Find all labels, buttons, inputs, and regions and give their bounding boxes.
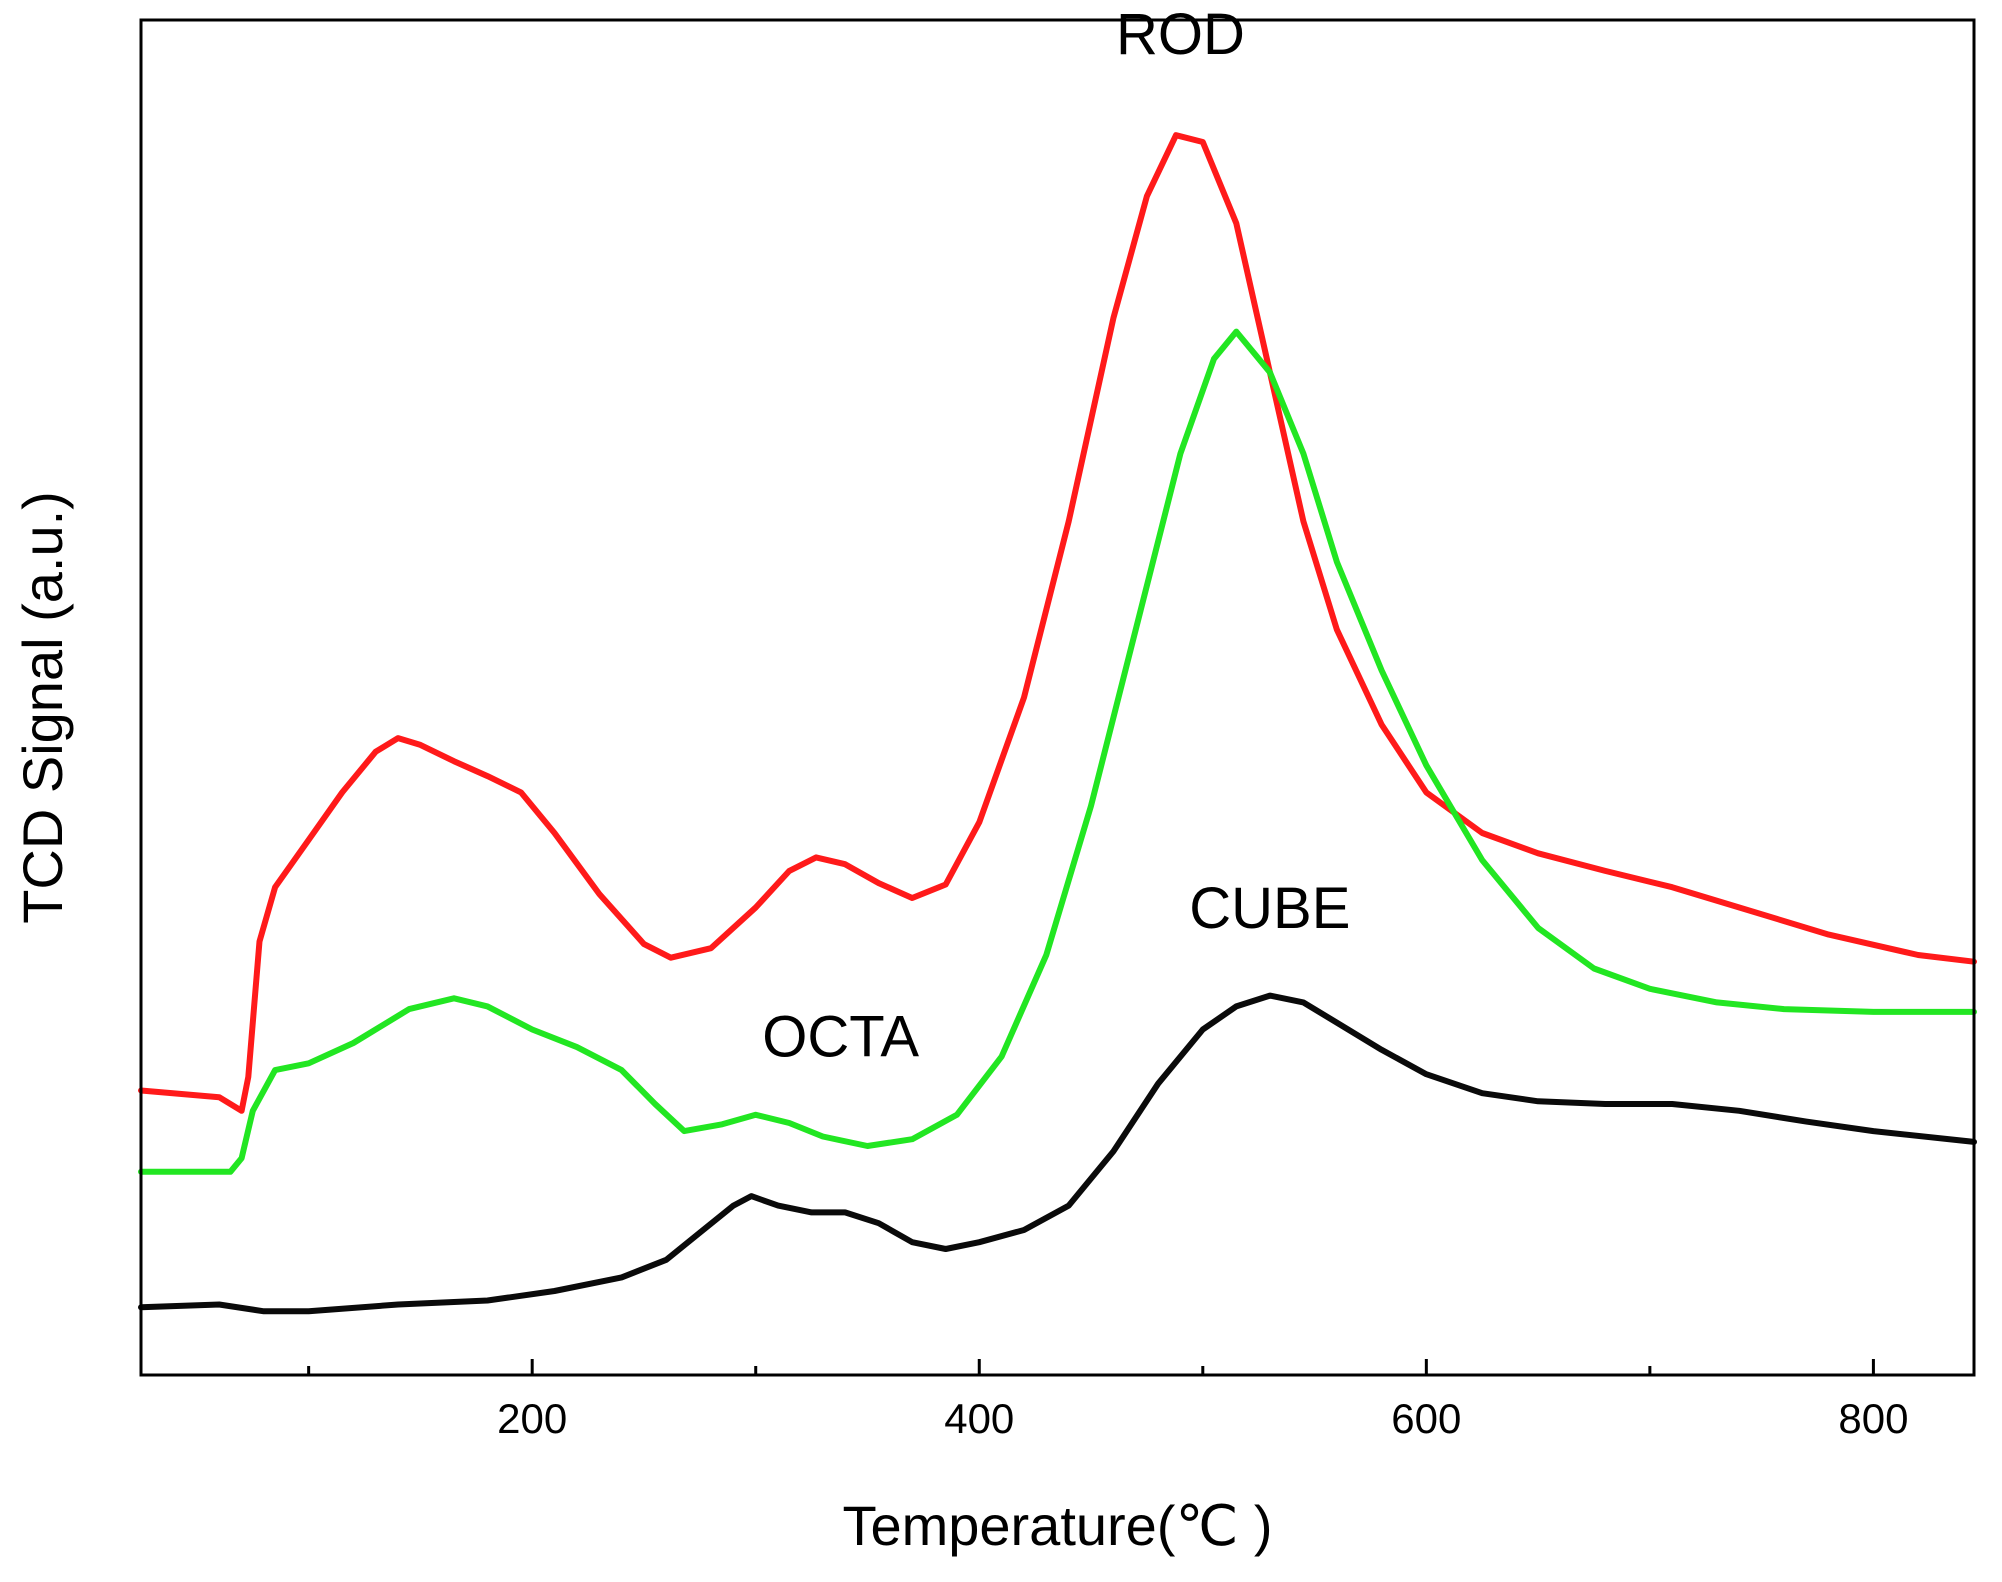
x-tick-label: 200 <box>497 1395 567 1442</box>
x-tick-label: 600 <box>1391 1395 1461 1442</box>
plot-area <box>138 132 1977 1315</box>
x-tick-label: 800 <box>1838 1395 1908 1442</box>
y-axis-title: TCD Signal (a.u.) <box>11 491 74 924</box>
series-label-cube: CUBE <box>1189 876 1350 941</box>
x-axis-title: Temperature(℃ ) <box>842 1494 1272 1557</box>
series-label-octa: OCTA <box>762 1005 919 1070</box>
x-tick-label: 400 <box>944 1395 1014 1442</box>
series-line-cube <box>138 992 1977 1315</box>
series-labels: ROD OCTA CUBE <box>762 2 1350 1070</box>
series-line-octa <box>138 328 1977 1175</box>
series-line-rod <box>138 132 1977 1114</box>
x-axis-ticks: 200 400 600 800 <box>307 1359 1908 1442</box>
series-label-rod: ROD <box>1116 2 1245 67</box>
plot-frame <box>139 18 1976 1377</box>
